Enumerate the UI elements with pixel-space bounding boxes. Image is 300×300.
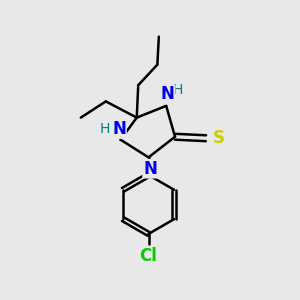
Text: H: H bbox=[100, 122, 110, 136]
Text: H: H bbox=[173, 83, 183, 97]
Text: N: N bbox=[112, 120, 126, 138]
Text: S: S bbox=[212, 129, 224, 147]
Text: N: N bbox=[112, 120, 126, 138]
Text: N: N bbox=[143, 160, 157, 178]
Text: N: N bbox=[161, 85, 175, 103]
Text: Cl: Cl bbox=[140, 247, 158, 265]
Text: S: S bbox=[212, 129, 224, 147]
Text: N: N bbox=[161, 85, 175, 103]
Text: N: N bbox=[143, 160, 157, 178]
